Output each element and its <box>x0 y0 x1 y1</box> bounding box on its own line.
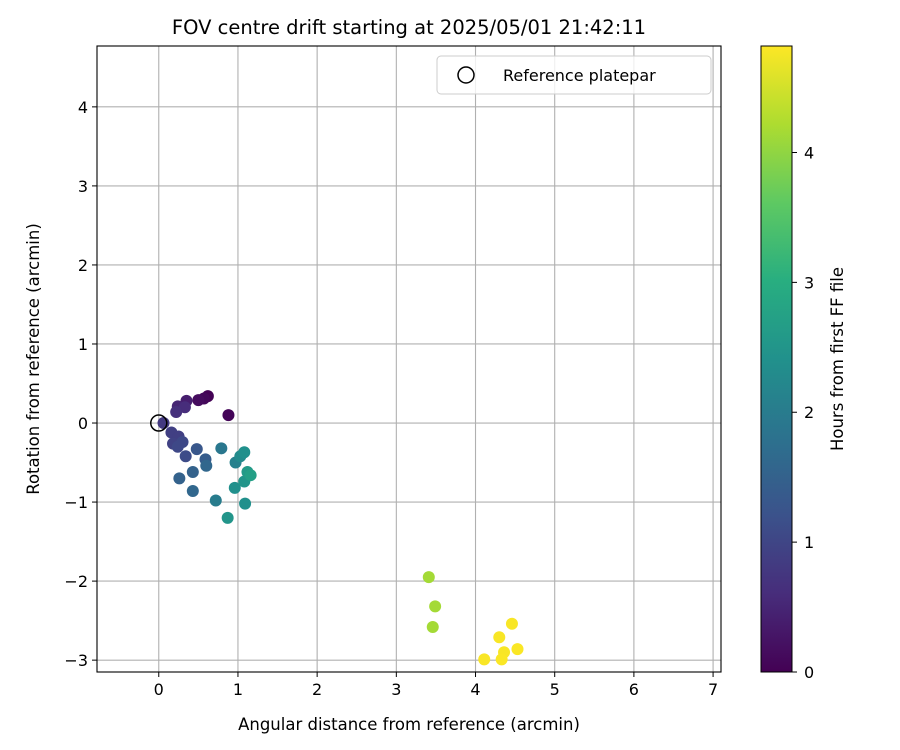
legend-marker <box>457 66 475 84</box>
data-point <box>239 497 252 510</box>
data-point <box>222 409 235 422</box>
data-point <box>511 643 524 656</box>
colorbar-label: Hours from first FF file <box>828 267 847 451</box>
colorbar-tick-label: 1 <box>804 533 814 552</box>
data-point <box>179 450 192 463</box>
plot-frame <box>96 45 722 673</box>
data-point <box>422 571 435 584</box>
data-point <box>186 484 199 497</box>
legend-box <box>436 55 712 95</box>
data-point <box>173 472 186 485</box>
x-tick-label: 1 <box>233 680 243 699</box>
y-axis-label: Rotation from reference (arcmin) <box>24 223 43 495</box>
data-point <box>238 446 251 459</box>
y-tick-label: −1 <box>64 493 88 512</box>
colorbar-tick-label: 3 <box>804 273 814 292</box>
legend-label: Reference platepar <box>503 66 656 85</box>
x-tick-label: 0 <box>154 680 164 699</box>
y-tick-label: −2 <box>64 572 88 591</box>
x-tick-label: 2 <box>312 680 322 699</box>
grid-lines <box>97 46 721 672</box>
x-tick-label: 6 <box>629 680 639 699</box>
colorbar <box>760 45 793 673</box>
data-point <box>505 617 518 630</box>
colorbar-tick-label: 4 <box>804 143 814 162</box>
y-tick-label: 3 <box>78 177 88 196</box>
data-point <box>186 466 199 479</box>
colorbar-tick-label: 0 <box>804 663 814 682</box>
colorbar-ticks: 0 1 2 3 4 <box>792 143 814 682</box>
data-point <box>192 394 205 407</box>
data-point <box>493 631 506 644</box>
chart-title: FOV centre drift starting at 2025/05/01 … <box>172 16 646 39</box>
x-axis-label: Angular distance from reference (arcmin) <box>238 715 580 734</box>
data-point <box>215 442 228 455</box>
y-tick-label: 0 <box>78 414 88 433</box>
data-point <box>170 405 183 418</box>
legend: Reference platepar <box>436 55 712 95</box>
y-tick-label: 4 <box>78 98 88 117</box>
data-point <box>426 620 439 633</box>
x-tick-label: 7 <box>708 680 718 699</box>
data-point <box>157 417 170 430</box>
data-point <box>228 481 241 494</box>
data-point <box>244 469 257 482</box>
y-tick-label: 2 <box>78 256 88 275</box>
data-point <box>200 459 213 472</box>
data-point <box>495 653 508 666</box>
x-tick-label: 5 <box>550 680 560 699</box>
data-point <box>478 653 491 666</box>
data-point <box>171 440 184 453</box>
axis-ticks: 0 1 2 3 4 5 6 7 −3 −2 −1 0 1 2 3 4 <box>64 98 718 699</box>
data-point <box>190 443 203 456</box>
x-tick-label: 4 <box>470 680 480 699</box>
y-tick-label: −3 <box>64 651 88 670</box>
x-tick-label: 3 <box>391 680 401 699</box>
colorbar-tick-label: 2 <box>804 403 814 422</box>
data-point <box>221 511 234 524</box>
data-point <box>209 494 222 507</box>
data-points <box>157 390 524 666</box>
y-tick-label: 1 <box>78 335 88 354</box>
data-point <box>429 600 442 613</box>
reference-platepar-marker <box>150 414 168 432</box>
